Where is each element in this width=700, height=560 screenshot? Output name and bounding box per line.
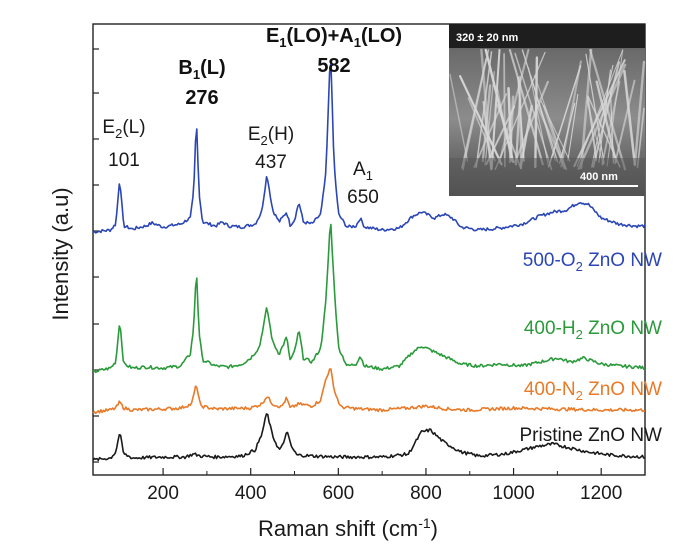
peak-value-582: 582 (317, 55, 350, 77)
x-tick-label-1000: 1000 (492, 483, 534, 504)
x-axis-title: Raman shift (cm-1) (258, 515, 438, 541)
peak-name-437: E2(H) (248, 124, 294, 148)
x-tick-label-200: 200 (147, 483, 179, 504)
x-tick-label-800: 800 (410, 483, 442, 504)
peak-name-650: A1 (353, 159, 373, 183)
peak-name-101: E2(L) (102, 117, 145, 141)
peak-value-437: 437 (255, 152, 287, 173)
peak-name-582: E1(LO)+A1(LO) (266, 25, 402, 50)
series-line-2 (92, 368, 646, 415)
peak-value-650: 650 (347, 187, 379, 208)
series-label-0: 500-O2 ZnO NW (523, 250, 662, 274)
peak-name-276: B1(L) (178, 57, 225, 82)
plot-border (92, 23, 646, 476)
series-layer (92, 61, 646, 462)
inset-scale-label: 400 nm (580, 171, 618, 183)
peak-value-101: 101 (108, 150, 140, 171)
peak-value-276: 276 (185, 87, 218, 109)
x-tick-label-600: 600 (322, 483, 354, 504)
series-line-0 (92, 61, 646, 234)
series-label-2: 400-N2 ZnO NW (524, 379, 662, 403)
series-label-1: 400-H2 ZnO NW (524, 318, 662, 342)
series-line-3 (92, 413, 646, 462)
y-axis-title: Intensity (a.u) (48, 187, 73, 320)
x-axis-ticks: 200 400 600 800 1000 1200 (147, 468, 622, 504)
x-tick-label-400: 400 (235, 483, 267, 504)
x-tick-label-1200: 1200 (580, 483, 622, 504)
inset-thickness-label: 320 ± 20 nm (456, 32, 519, 44)
series-labels: 500-O2 ZnO NW 400-H2 ZnO NW 400-N2 ZnO NW P… (519, 250, 662, 446)
series-label-3: Pristine ZnO NW (519, 425, 662, 446)
series-line-1 (92, 223, 646, 374)
peak-labels: E2(L) 101 B1(L) 276 E2(H) 437 E1(LO)+A1(LO) 582… (102, 25, 402, 208)
sem-inset-image: 320 ± 20 nm 400 nm (449, 24, 646, 196)
